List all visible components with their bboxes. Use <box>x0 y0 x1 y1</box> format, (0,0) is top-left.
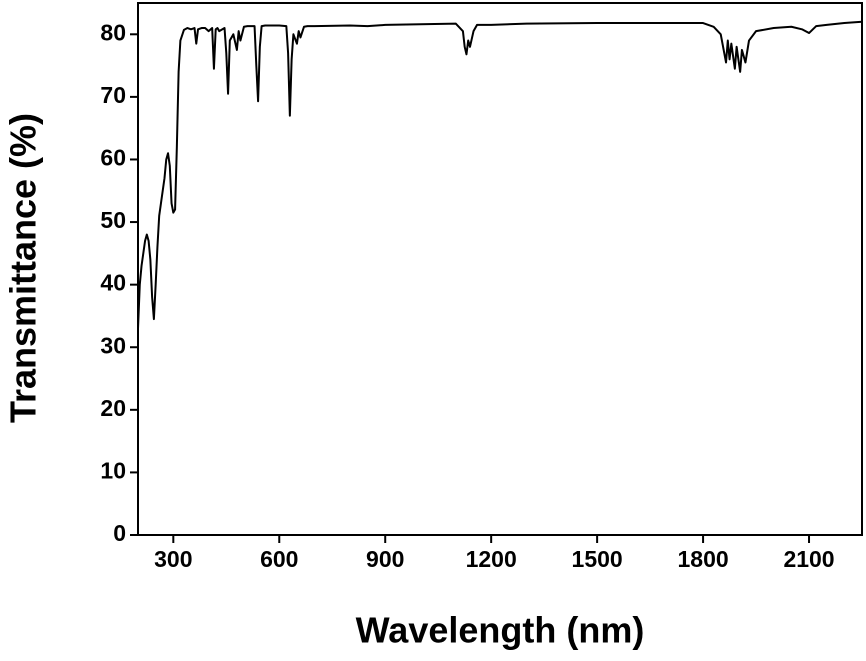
spectrum-line <box>137 20 863 329</box>
y-tick-label: 60 <box>100 145 126 171</box>
plot-frame <box>137 2 863 536</box>
y-tick-label: 20 <box>100 395 126 421</box>
y-tick-label: 10 <box>100 457 126 483</box>
y-tick-label: 80 <box>100 19 126 45</box>
y-tick-label: 70 <box>100 82 126 108</box>
y-tick-label: 30 <box>100 332 126 358</box>
y-tick-label: 40 <box>100 270 126 296</box>
y-tick-label: 0 <box>113 520 126 546</box>
x-tick-label: 300 <box>154 546 192 572</box>
x-tick-label: 1200 <box>466 546 517 572</box>
x-tick-label: 900 <box>366 546 404 572</box>
y-tick-label: 50 <box>100 207 126 233</box>
x-tick-label: 1500 <box>572 546 623 572</box>
x-tick-label: 1800 <box>677 546 728 572</box>
y-axis-title: Transmittance (%) <box>3 113 44 423</box>
x-axis-title: Wavelength (nm) <box>356 610 645 651</box>
x-tick-label: 2100 <box>783 546 834 572</box>
x-tick-label: 600 <box>260 546 298 572</box>
